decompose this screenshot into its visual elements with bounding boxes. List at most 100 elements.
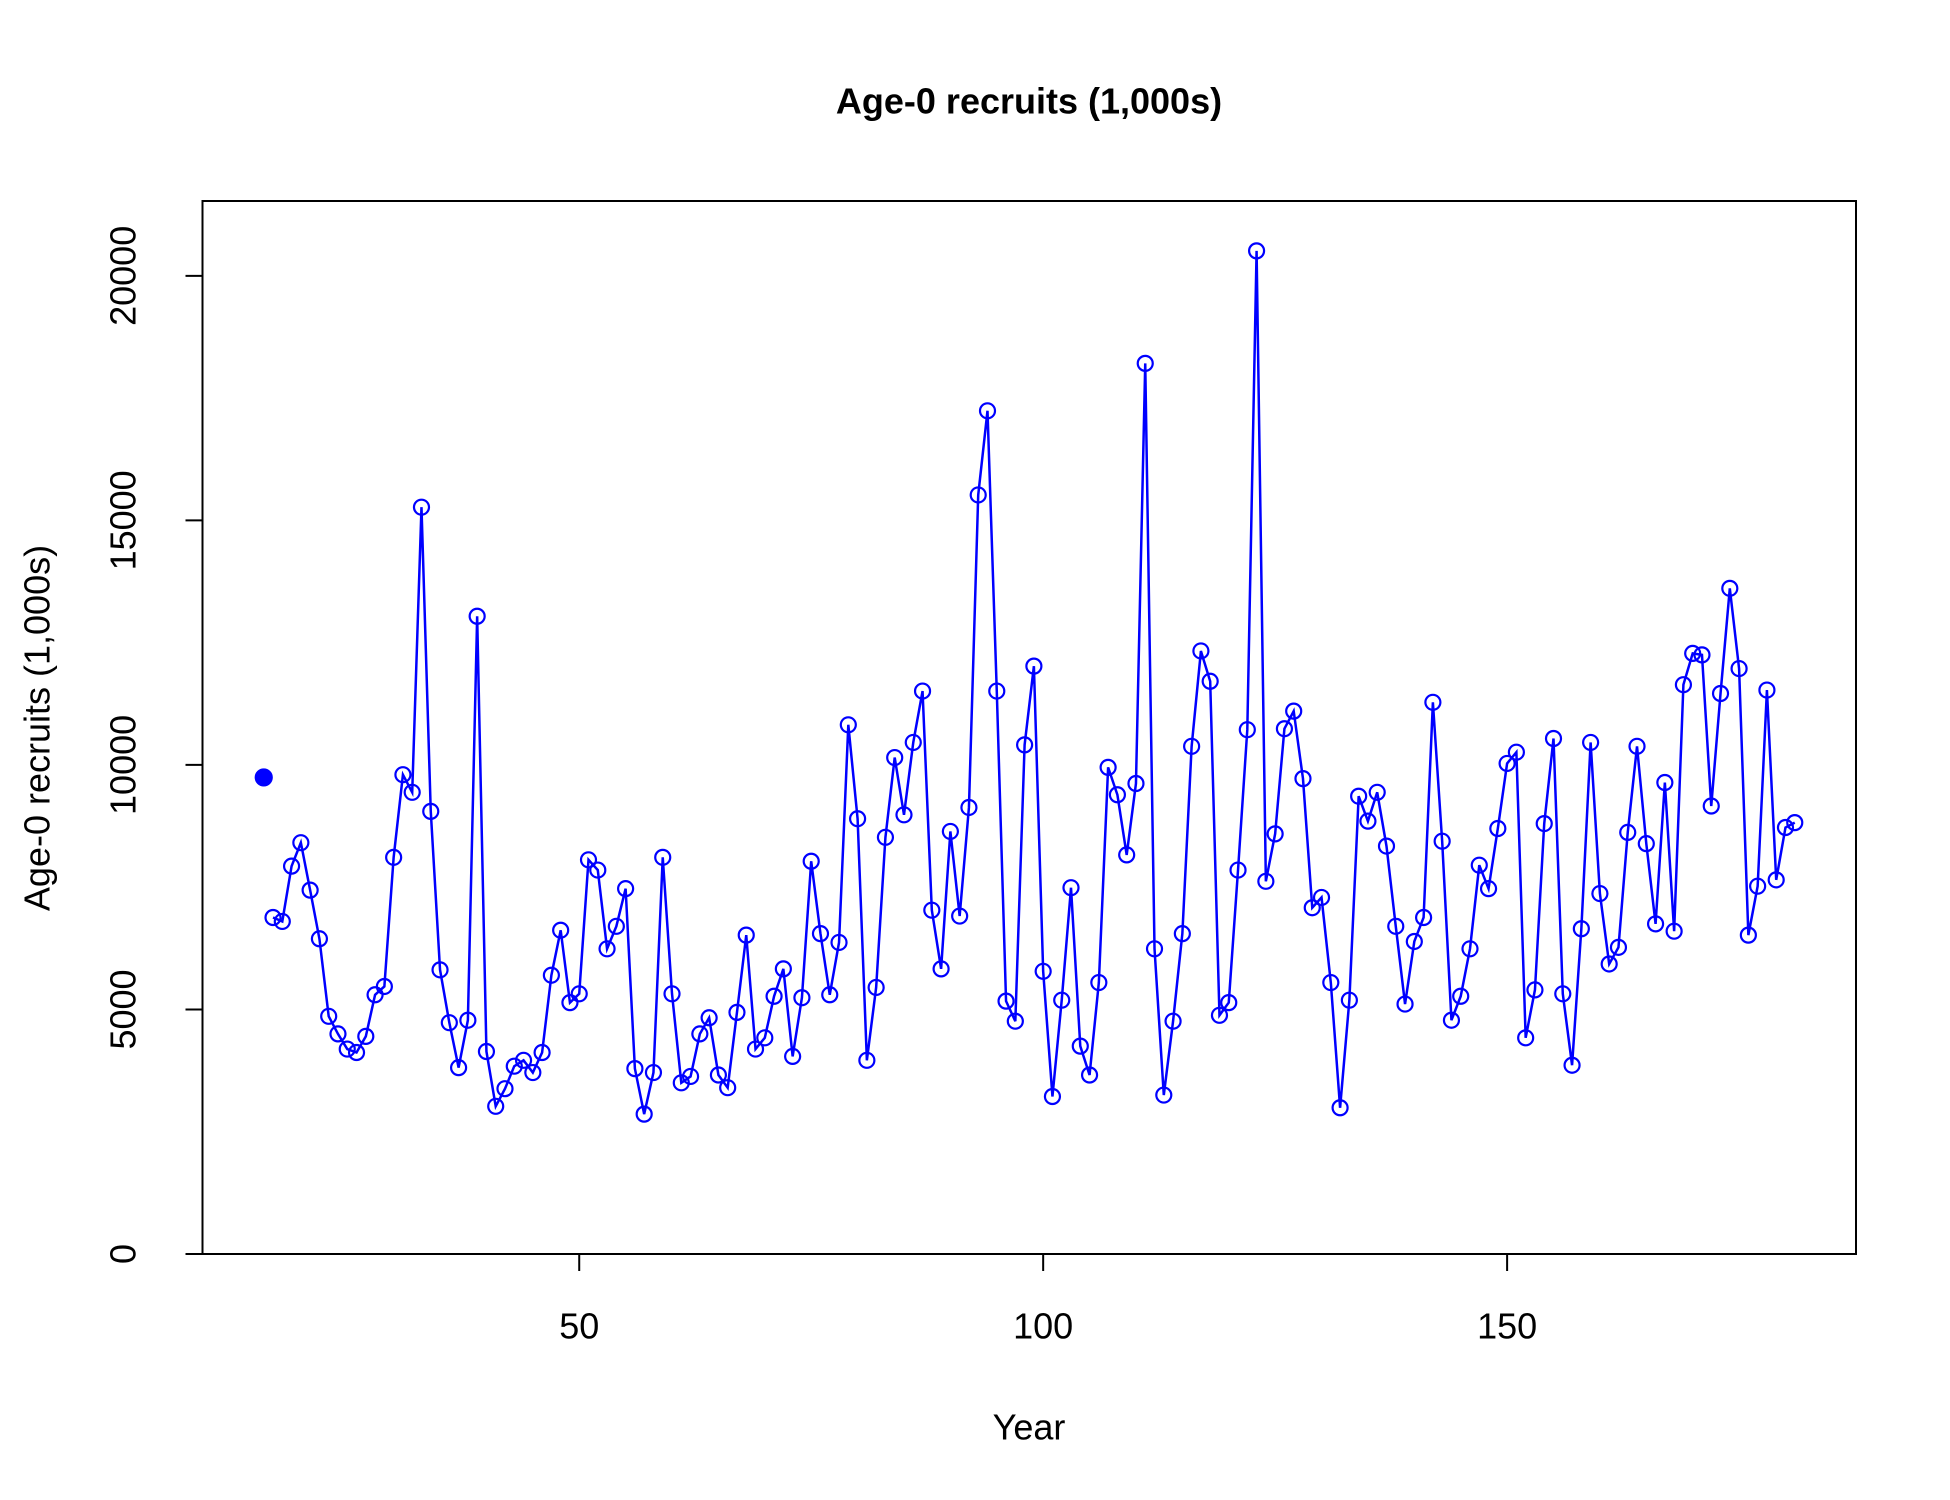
data-point xyxy=(1192,642,1210,660)
data-point xyxy=(1646,915,1665,933)
data-point xyxy=(1359,812,1377,830)
data-point xyxy=(1563,1056,1581,1074)
data-point xyxy=(394,766,412,784)
data-point xyxy=(1637,835,1655,853)
data-point xyxy=(886,748,904,767)
data-point xyxy=(663,985,681,1003)
data-point xyxy=(635,1105,653,1123)
data-point xyxy=(1517,1029,1535,1047)
data-point xyxy=(1053,991,1071,1009)
data-point xyxy=(784,1047,802,1066)
data-point xyxy=(1526,981,1544,999)
data-point xyxy=(719,1079,737,1097)
data-point xyxy=(1442,1011,1461,1029)
data-point xyxy=(1674,676,1693,694)
data-point xyxy=(1350,787,1368,805)
data-point xyxy=(1340,991,1358,1009)
data-point xyxy=(1090,973,1108,992)
data-point xyxy=(746,1040,765,1058)
data-point xyxy=(1368,783,1386,801)
data-point xyxy=(459,1011,477,1029)
data-point xyxy=(1730,659,1748,678)
data-point xyxy=(1108,786,1126,804)
data-point xyxy=(1118,846,1136,864)
data-point xyxy=(1479,880,1498,898)
data-point xyxy=(320,1007,338,1025)
data-point xyxy=(264,908,282,927)
data-point xyxy=(821,986,839,1004)
data-point xyxy=(644,1063,663,1082)
data-point xyxy=(561,994,579,1012)
x-tick-label: 100 xyxy=(1013,1306,1073,1347)
data-point xyxy=(932,960,950,978)
data-point xyxy=(1183,737,1201,755)
data-point xyxy=(1749,877,1767,895)
data-point xyxy=(1396,995,1414,1013)
data-point xyxy=(1247,242,1266,260)
data-point xyxy=(570,985,588,1003)
data-point xyxy=(858,1051,876,1069)
data-point xyxy=(737,926,755,944)
data-point xyxy=(301,881,319,899)
data-point xyxy=(1721,579,1739,597)
data-point xyxy=(1711,684,1730,703)
data-point xyxy=(867,978,885,997)
data-point xyxy=(1609,938,1628,956)
data-point xyxy=(1405,932,1423,951)
data-point xyxy=(292,834,310,852)
data-point xyxy=(951,907,969,925)
y-tick-label: 0 xyxy=(103,1244,144,1264)
data-point xyxy=(1006,1012,1024,1030)
data-point xyxy=(496,1080,514,1098)
data-point xyxy=(960,798,978,817)
data-point xyxy=(598,940,616,958)
data-point xyxy=(1220,994,1238,1012)
data-point xyxy=(1331,1099,1349,1117)
data-point xyxy=(1285,702,1303,720)
data-point xyxy=(1080,1066,1099,1084)
data-point xyxy=(477,1042,496,1061)
data-point xyxy=(422,802,440,820)
data-point xyxy=(617,880,635,898)
data-point xyxy=(282,857,301,875)
data-point xyxy=(1377,837,1396,855)
y-tick-label: 5000 xyxy=(103,969,144,1049)
data-point xyxy=(1415,908,1433,927)
chart-title: Age-0 recruits (1,000s) xyxy=(836,81,1222,122)
data-point xyxy=(1210,1006,1229,1024)
plot-frame xyxy=(201,200,1857,1255)
data-point xyxy=(1489,819,1507,838)
x-axis-label: Year xyxy=(993,1407,1066,1448)
data-point xyxy=(691,1025,709,1043)
data-point xyxy=(654,848,672,866)
data-point xyxy=(1173,925,1191,943)
data-point xyxy=(1535,815,1553,833)
data-point xyxy=(1656,773,1674,792)
data-point xyxy=(1155,1086,1173,1104)
y-tick-label: 20000 xyxy=(103,226,144,326)
data-point xyxy=(1619,823,1637,842)
data-point xyxy=(310,930,329,948)
data-point xyxy=(1016,736,1034,754)
data-point xyxy=(1544,729,1563,748)
data-point xyxy=(254,768,273,787)
data-point xyxy=(1099,758,1117,776)
data-point xyxy=(774,960,792,978)
data-point xyxy=(802,852,820,870)
y-axis-label: Age-0 recruits (1,000s) xyxy=(17,545,58,911)
data-point xyxy=(347,1043,366,1062)
data-point xyxy=(811,925,830,943)
data-point xyxy=(1433,832,1451,850)
data-point xyxy=(848,810,867,828)
data-point xyxy=(1600,955,1618,973)
y-tick-label: 10000 xyxy=(103,715,144,815)
data-point xyxy=(1498,754,1516,773)
data-point xyxy=(1238,721,1256,739)
data-point xyxy=(607,917,625,935)
data-point xyxy=(895,806,913,824)
data-point xyxy=(1303,899,1321,917)
x-tick-label: 50 xyxy=(559,1306,599,1347)
data-point xyxy=(1702,797,1720,815)
